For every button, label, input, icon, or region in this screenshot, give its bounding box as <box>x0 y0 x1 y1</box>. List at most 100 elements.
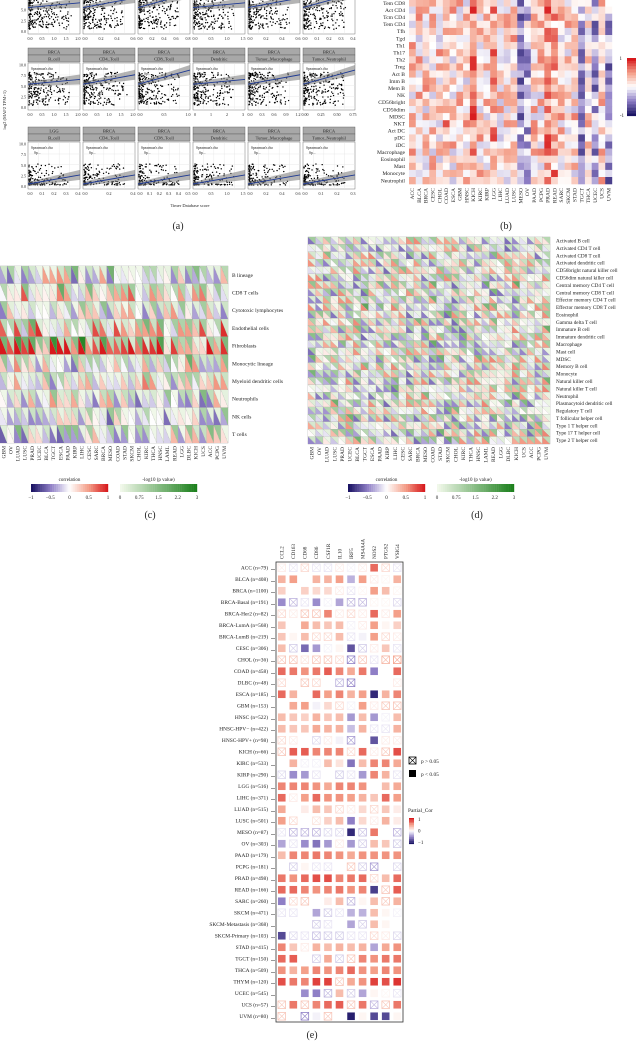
data-point <box>121 23 123 25</box>
data-point <box>97 164 99 166</box>
heatmap-cell <box>530 148 538 156</box>
data-point <box>42 0 44 2</box>
data-point <box>197 178 199 181</box>
heatmap-cell <box>517 20 525 29</box>
data-point <box>91 0 93 1</box>
heatmap-cell <box>557 91 565 100</box>
heatmap-cell <box>436 42 444 50</box>
data-point <box>144 0 146 1</box>
data-point <box>159 17 161 19</box>
data-point <box>55 13 58 16</box>
heatmap-cell <box>449 0 457 7</box>
heatmap-cell <box>578 20 586 29</box>
data-point <box>57 76 60 78</box>
data-point <box>48 18 51 20</box>
heatmap-row-label: pDC <box>394 136 405 142</box>
data-point <box>31 9 34 11</box>
data-point <box>90 100 92 103</box>
data-point <box>304 13 306 15</box>
data-point <box>200 27 203 30</box>
data-point <box>88 16 90 18</box>
data-point <box>144 178 147 180</box>
heatmap-cell <box>503 141 511 149</box>
data-point <box>193 26 195 28</box>
data-point <box>44 13 46 16</box>
heatmap-cell <box>442 155 450 163</box>
data-point <box>103 101 106 104</box>
data-point <box>259 26 261 28</box>
data-point <box>103 17 106 19</box>
data-point <box>262 86 265 88</box>
data-point <box>326 19 329 22</box>
data-point <box>306 77 308 79</box>
x-tick-label: 0.0 <box>83 191 88 196</box>
data-point <box>139 24 142 26</box>
heatmap-cell <box>436 106 444 114</box>
data-point <box>193 77 195 80</box>
heatmap-cell <box>469 20 477 29</box>
data-point <box>84 79 86 81</box>
heatmap-cell <box>409 169 416 178</box>
heatmap-cell <box>591 162 599 171</box>
data-point <box>108 100 111 103</box>
spearman-annotation: Spearman's rho <box>141 146 163 150</box>
x-tick-label: 0.3 <box>260 112 265 117</box>
heatmap-cell <box>510 56 518 64</box>
data-point <box>148 176 150 179</box>
data-point <box>343 8 345 10</box>
heatmap-cell <box>503 70 511 78</box>
heatmap-cell <box>429 148 437 156</box>
data-point <box>112 85 114 87</box>
data-point <box>140 74 142 76</box>
data-point <box>306 91 308 93</box>
data-point <box>322 22 324 24</box>
colorbar-segment <box>627 110 636 114</box>
heatmap-cell <box>571 177 579 185</box>
heatmap-cell <box>564 169 572 178</box>
heatmap-cell <box>591 113 599 121</box>
heatmap-cell <box>510 20 518 29</box>
x-tick-label: 2.0 <box>76 36 81 41</box>
heatmap-cell <box>517 127 525 135</box>
data-point <box>117 163 119 165</box>
data-point <box>303 104 305 106</box>
heatmap-cell <box>551 177 559 185</box>
data-point <box>334 104 336 106</box>
heatmap-cell <box>557 169 565 178</box>
data-point <box>287 99 290 102</box>
data-point <box>94 102 96 104</box>
data-point <box>263 96 266 99</box>
data-point <box>279 26 282 29</box>
data-point <box>335 4 337 7</box>
data-point <box>41 98 43 100</box>
heatmap-cell <box>456 91 464 100</box>
data-point <box>57 86 59 89</box>
data-point <box>37 176 40 178</box>
heatmap-cell <box>584 63 592 71</box>
data-point <box>196 14 198 16</box>
data-point <box>203 168 206 171</box>
data-point <box>230 96 232 98</box>
data-point <box>222 17 224 19</box>
data-point <box>38 88 40 90</box>
data-point <box>325 173 328 176</box>
data-point <box>270 16 272 19</box>
data-point <box>177 87 179 90</box>
spearman-annotation: Spearman's rho <box>306 146 328 150</box>
heatmap-cell <box>483 35 491 43</box>
data-point <box>89 176 92 179</box>
data-point <box>285 81 287 83</box>
heatmap-cell <box>551 77 559 85</box>
data-point <box>64 101 67 104</box>
heatmap-cell <box>524 169 531 178</box>
data-point <box>268 168 271 171</box>
strip-cancer-label: BRCA <box>158 129 171 134</box>
heatmap-cell <box>551 63 559 71</box>
heatmap-cell <box>605 120 613 128</box>
data-point <box>55 16 57 19</box>
heatmap-cell <box>530 134 538 142</box>
heatmap-cell <box>530 27 538 36</box>
strip-cell-label: CD8_Tcell <box>154 57 174 62</box>
data-point <box>260 0 262 1</box>
data-point <box>277 83 279 85</box>
